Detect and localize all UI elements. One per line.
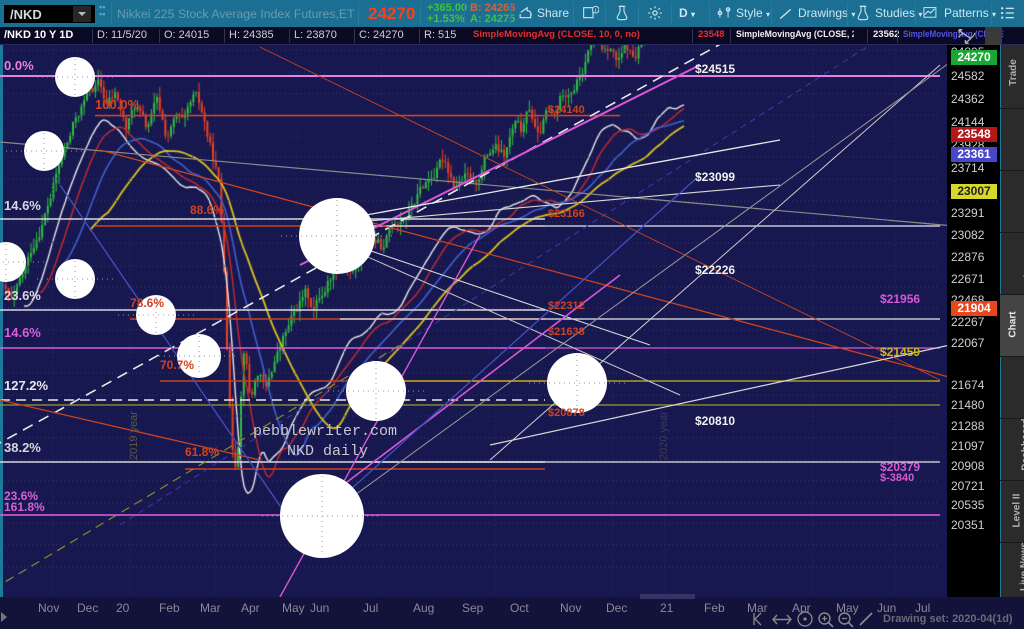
svg-text:i: i [595,8,596,13]
